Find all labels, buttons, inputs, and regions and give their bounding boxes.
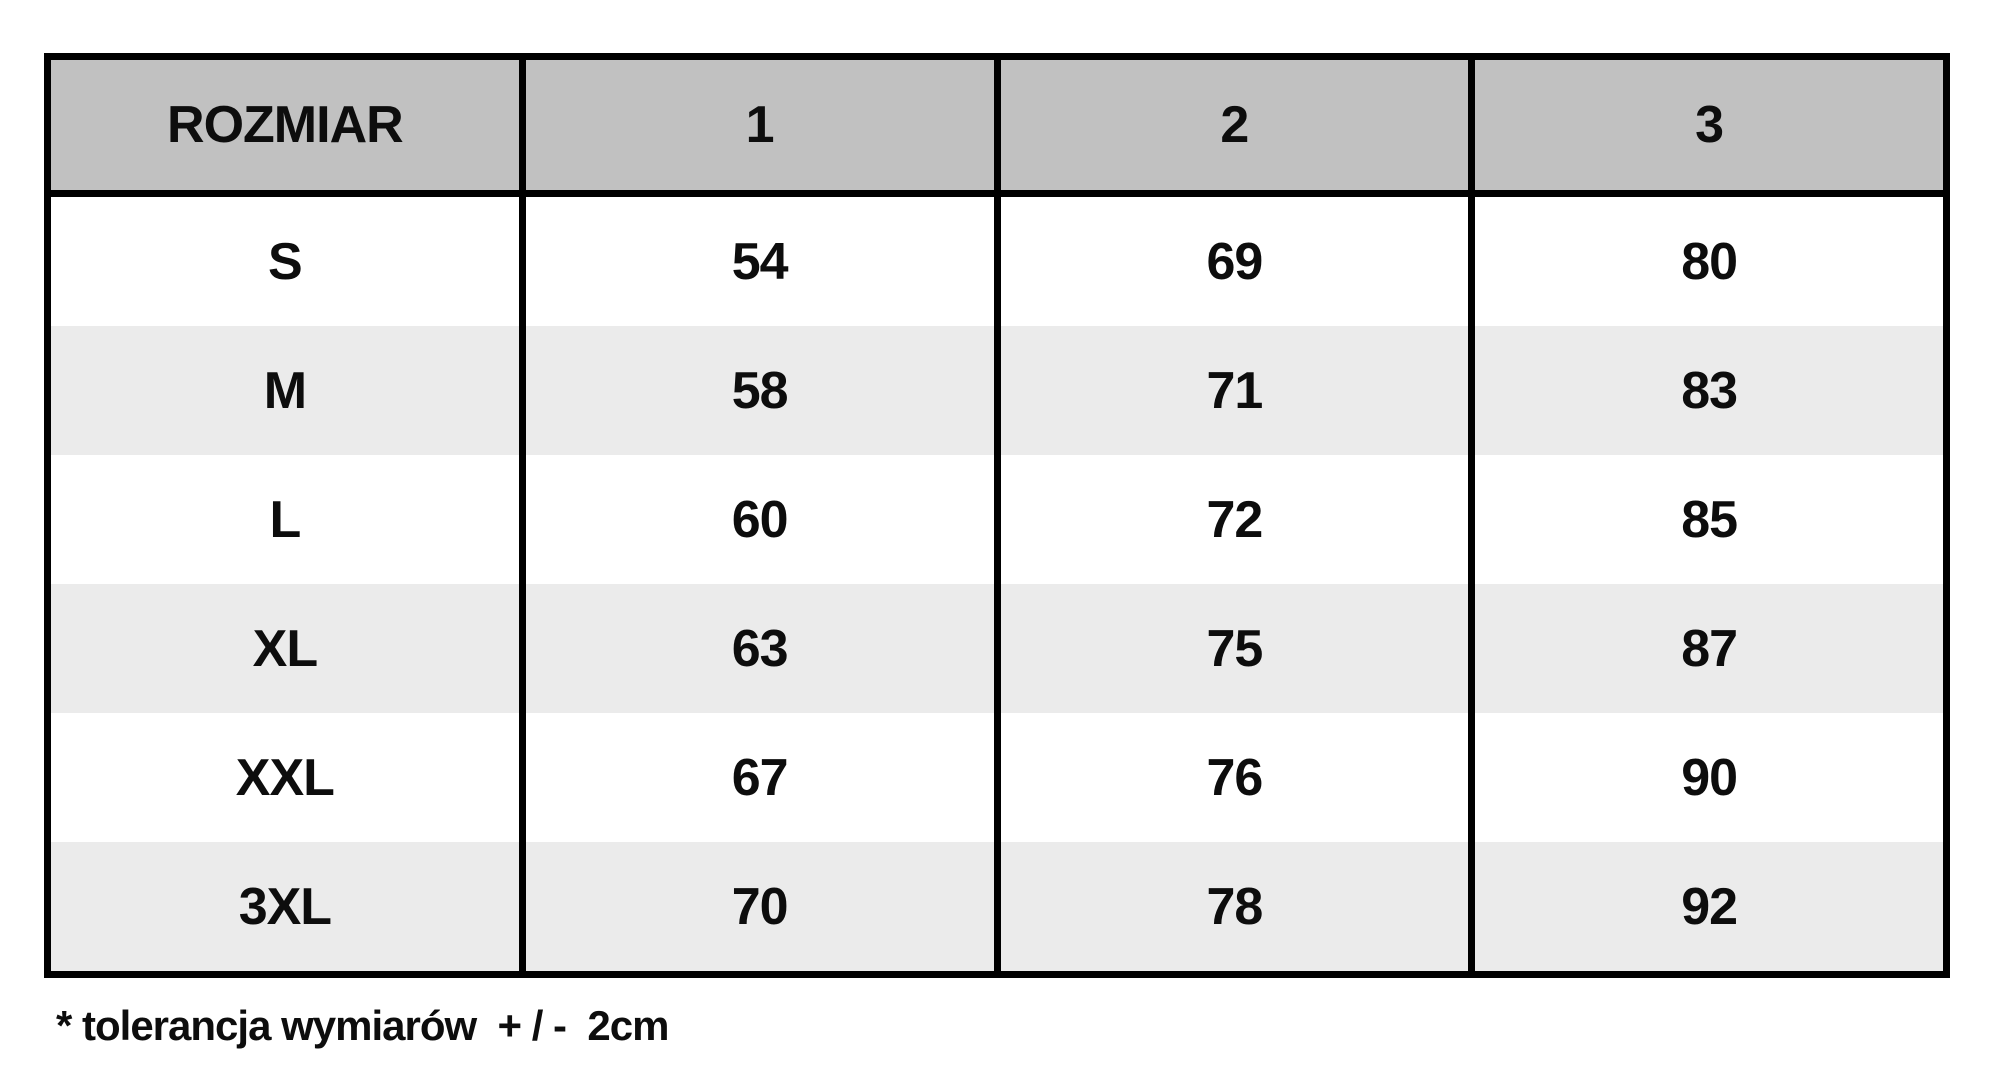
value-cell: 72 [993,455,1476,584]
value-cell: 78 [993,842,1476,975]
size-label-cell: L [44,455,526,584]
value-cell: 75 [993,584,1476,713]
value-cell: 54 [518,193,1001,326]
table-row-xxl: XXL 67 76 90 [44,713,1950,842]
size-label-cell: M [44,326,526,455]
value-cell: 63 [518,584,1001,713]
size-table: ROZMIAR 1 2 3 S 54 69 80 M 58 71 83 L 60 [44,53,1950,978]
value-cell: 70 [518,842,1001,975]
size-label-cell: S [44,193,526,326]
value-cell: 69 [993,193,1476,326]
value-cell: 90 [1468,713,1950,842]
value-cell: 85 [1468,455,1950,584]
size-label-cell: XL [44,584,526,713]
header-row: ROZMIAR 1 2 3 [44,56,1950,197]
size-table-body: S 54 69 80 M 58 71 83 L 60 72 85 XL 63 7… [44,193,1950,975]
table-row-m: M 58 71 83 [44,326,1950,455]
value-cell: 92 [1468,842,1950,975]
header-cell-measure-2: 2 [993,56,1476,197]
header-cell-measure-1: 1 [518,56,1001,197]
header-cell-measure-3: 3 [1468,56,1950,197]
table-row-3xl: 3XL 70 78 92 [44,842,1950,975]
value-cell: 87 [1468,584,1950,713]
value-cell: 60 [518,455,1001,584]
size-table-header: ROZMIAR 1 2 3 [44,56,1950,197]
table-row-s: S 54 69 80 [44,193,1950,326]
value-cell: 76 [993,713,1476,842]
table-row-xl: XL 63 75 87 [44,584,1950,713]
value-cell: 80 [1468,193,1950,326]
tolerance-footnote: * tolerancja wymiarów + / - 2cm [56,1002,669,1049]
value-cell: 58 [518,326,1001,455]
size-label-cell: XXL [44,713,526,842]
value-cell: 83 [1468,326,1950,455]
value-cell: 67 [518,713,1001,842]
header-cell-rozmiar: ROZMIAR [44,56,526,197]
table-row-l: L 60 72 85 [44,455,1950,584]
size-label-cell: 3XL [44,842,526,975]
value-cell: 71 [993,326,1476,455]
